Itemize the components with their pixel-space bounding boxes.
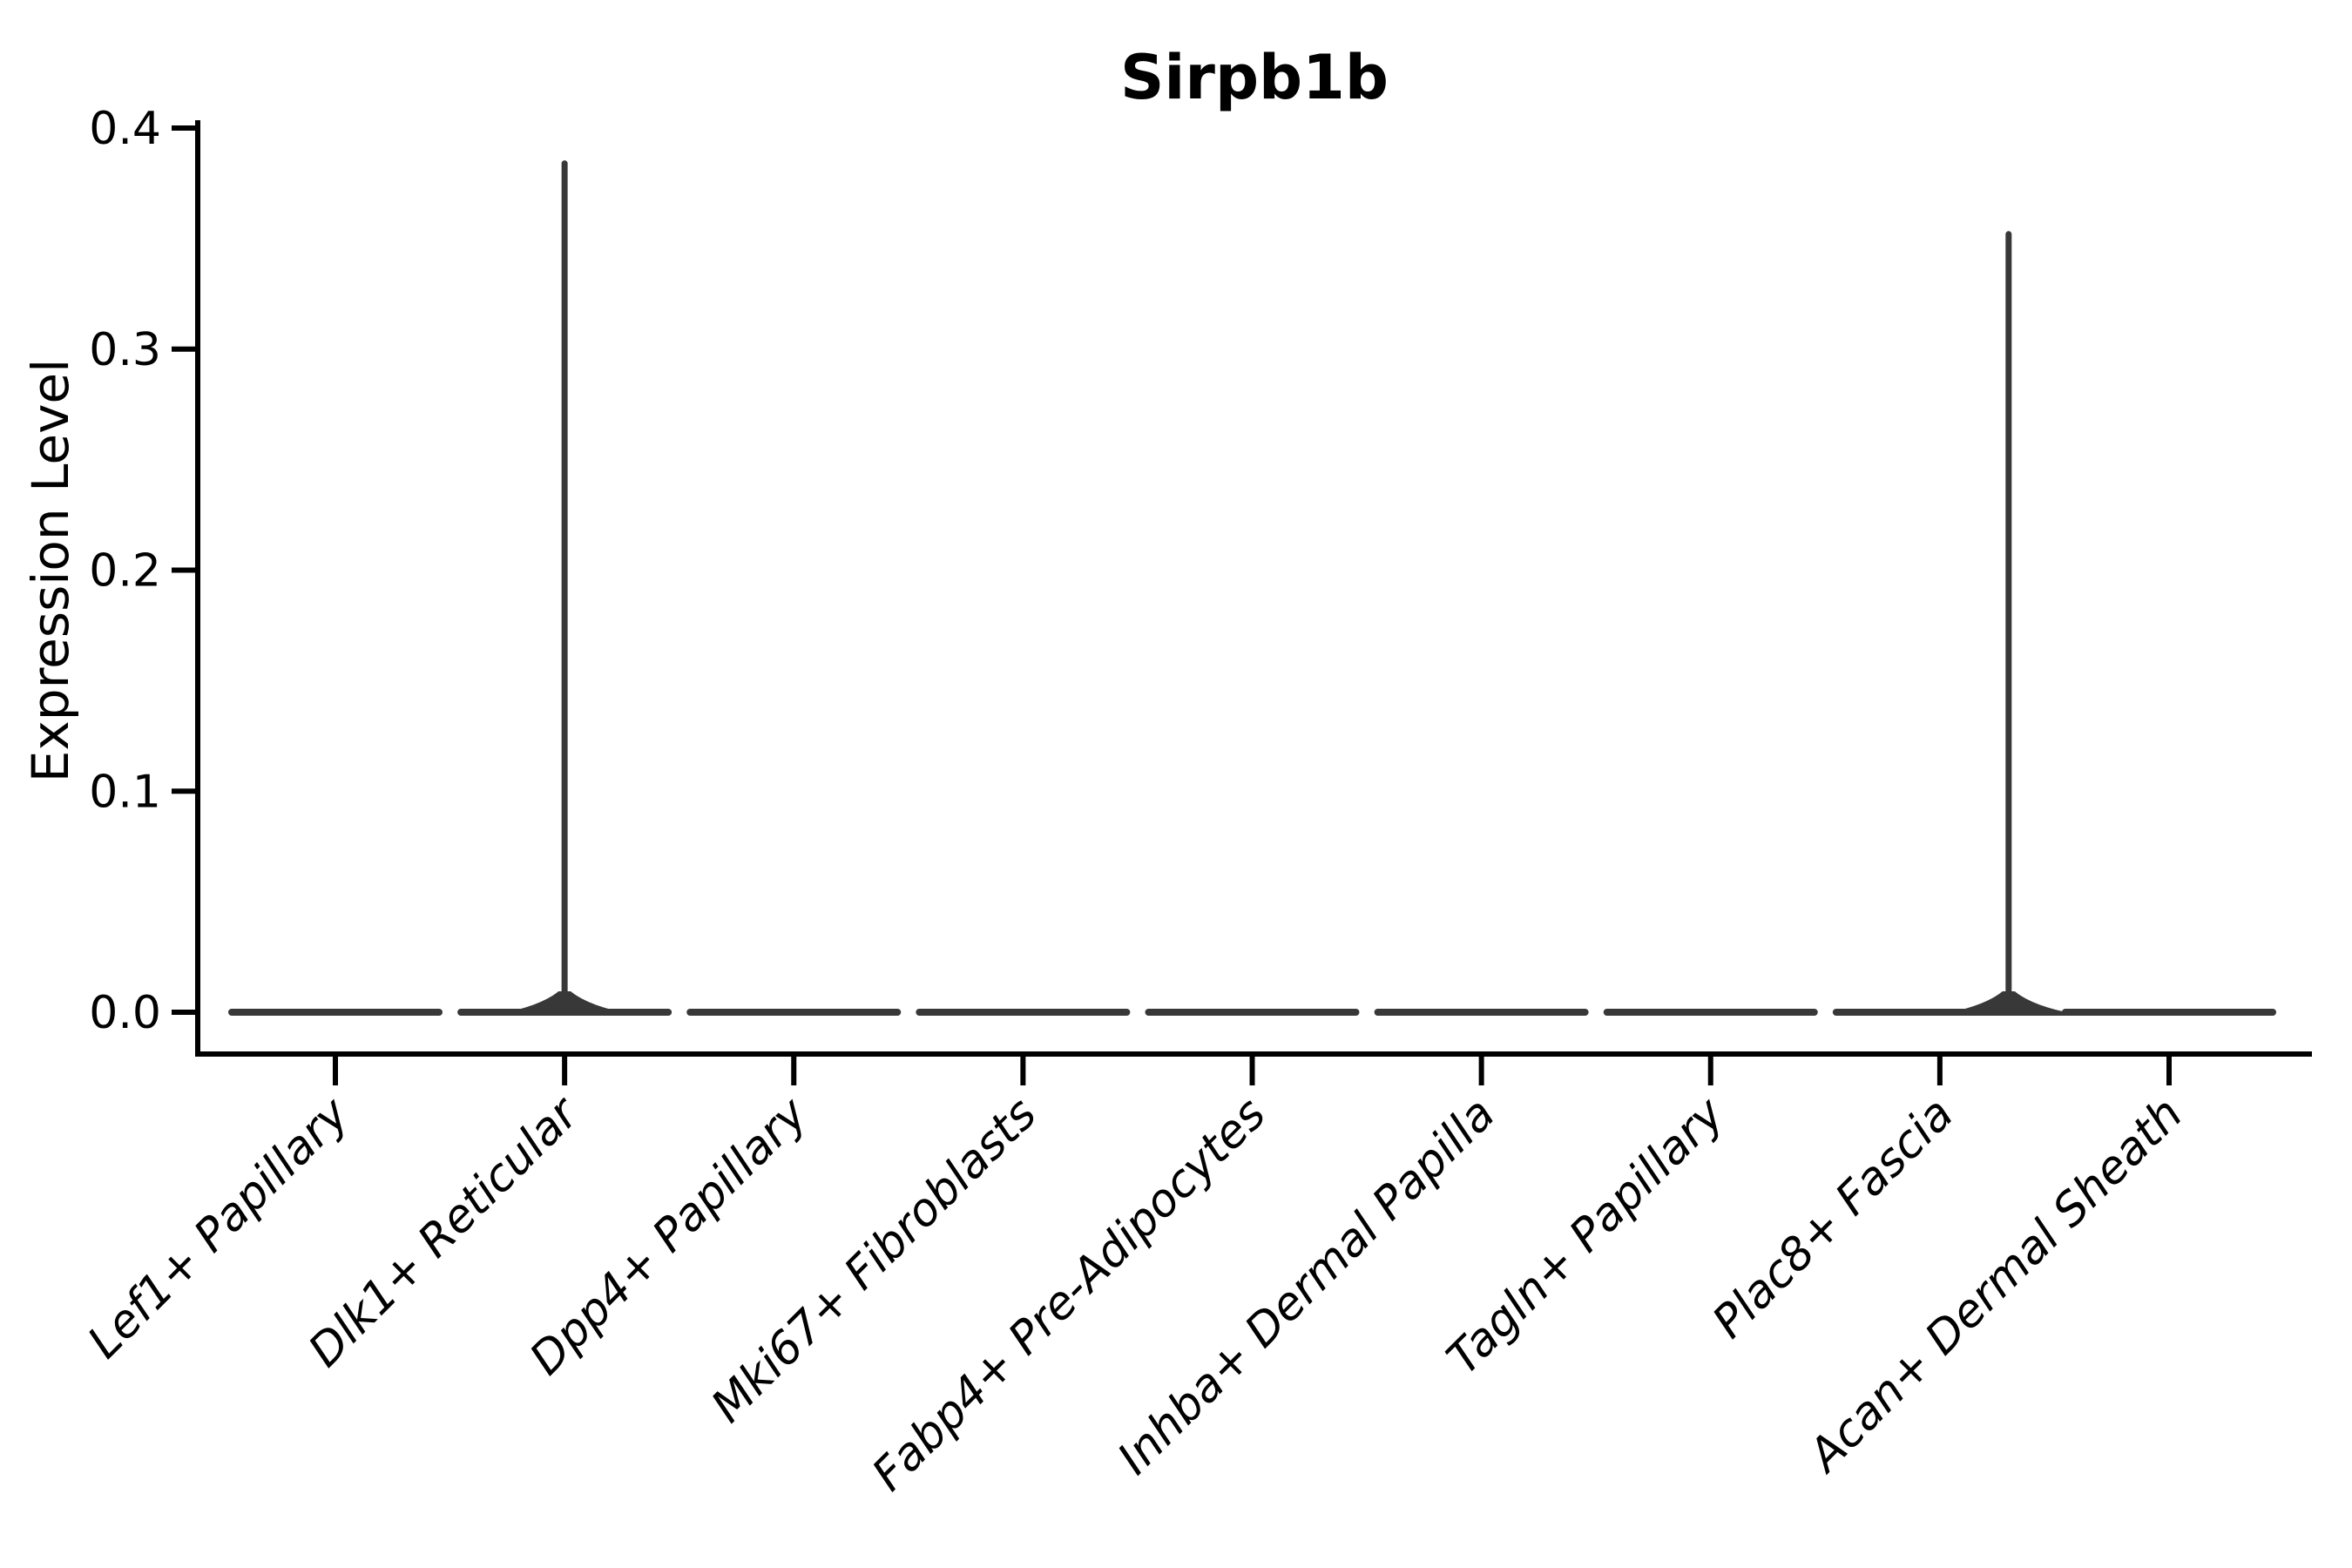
x-tick-label: Acan+ Dermal Sheath [1797, 1088, 2193, 1484]
y-tick-label: 0.3 [89, 324, 161, 376]
chart-title: Sirpb1b [1120, 42, 1389, 113]
y-tick-label: 0.4 [89, 103, 161, 155]
x-tick-label: Fabp4+ Pre-Adipocytes [862, 1088, 1276, 1502]
x-tick-label: Inhba+ Dermal Papilla [1108, 1088, 1505, 1485]
x-tick-label: Plac8+ Fascia [1703, 1088, 1963, 1348]
y-tick-label: 0.2 [89, 545, 161, 598]
violins-layer [228, 160, 2276, 1016]
y-tick-label: 0.0 [89, 987, 161, 1039]
y-axis-label: Expression Level [21, 359, 80, 782]
y-tick-label: 0.1 [89, 766, 161, 818]
